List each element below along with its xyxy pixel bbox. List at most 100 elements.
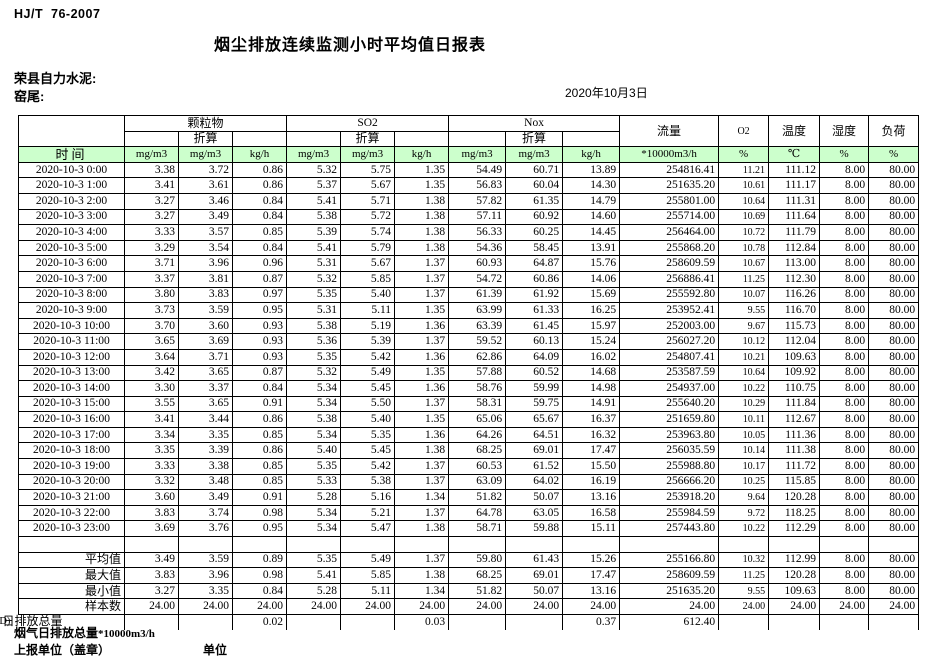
data-cell-8: 60.92 [505,208,564,226]
data-cell-9: 14.91 [562,395,621,413]
daily-total-nox-raw [448,614,507,630]
data-cell-10: 254807.41 [619,348,720,366]
data-cell-4: 5.32 [286,270,342,288]
data-cell-13: 8.00 [819,489,870,506]
data-cell-2: 3.60 [178,317,233,335]
data-cell-2: 3.69 [178,333,233,350]
data-cell-1: 3.27 [124,192,179,210]
summary-row: 最大值 3.83 3.96 0.98 5.41 5.85 1.38 68.25 69.01 17.… [18,567,920,584]
data-cell-11: 10.07 [718,286,770,304]
data-cell-10: 256886.41 [619,270,720,288]
header-unit-o2: % [718,146,770,163]
data-cell-6: 1.38 [394,239,450,257]
data-cell-1: 3.33 [124,224,179,241]
header-so2-converted: 折算 [340,130,396,148]
data-cell-9: 15.76 [562,255,621,272]
data-cell-2: 3.46 [178,192,233,210]
data-cell-3: 0.85 [231,426,288,444]
data-cell-4: 5.31 [286,255,342,272]
data-cell-7: 62.86 [448,348,507,366]
table-row: 2020-10-3 21:00 3.60 3.49 0.91 5.28 5.16 1.34 5… [18,489,920,506]
data-cell-7: 56.33 [448,224,507,241]
header-pm-mass-blank [231,130,288,148]
data-cell-5: 5.39 [340,333,396,350]
summary-cell-7: 51.82 [448,582,507,600]
data-cell-5: 5.42 [340,348,396,366]
data-cell-5: 5.11 [340,302,396,319]
data-cell-6: 1.37 [394,255,450,272]
data-cell-7: 68.25 [448,442,507,460]
data-cell-8: 61.52 [505,458,564,475]
header-pm-converted: 折算 [178,130,233,148]
data-cell-11: 10.05 [718,426,770,444]
data-cell-4: 5.35 [286,348,342,366]
table-body: 2020-10-3 0:00 3.38 3.72 0.86 5.32 5.75 1.35 54… [0,161,920,630]
data-cell-9: 16.37 [562,411,621,428]
table-row: 2020-10-3 2:00 3.27 3.46 0.84 5.41 5.71 1.38 57… [18,192,920,210]
data-cell-4: 5.31 [286,302,342,319]
data-cell-12: 112.29 [768,520,821,538]
data-cell-9: 14.60 [562,208,621,226]
data-cell-9: 14.06 [562,270,621,288]
data-cell-6: 1.38 [394,208,450,226]
data-cell-14: 80.00 [868,442,920,460]
data-cell-1: 3.55 [124,395,179,413]
data-cell-6: 1.36 [394,348,450,366]
summary-cell-2: 3.35 [178,582,233,600]
footer-reporting-unit: 上报单位（盖章） [14,643,111,657]
daily-total-nox-converted [505,614,564,630]
data-cell-4: 5.34 [286,380,342,397]
data-cell-7: 63.39 [448,317,507,335]
data-cell-11: 10.12 [718,333,770,350]
data-cell-13: 8.00 [819,161,870,179]
data-cell-0: 2020-10-3 9:00 [18,302,125,319]
data-cell-8: 60.86 [505,270,564,288]
table-row: 2020-10-3 23:00 3.69 3.76 0.95 5.34 5.47 1.38 5… [18,520,920,538]
data-cell-8: 64.02 [505,473,564,491]
data-cell-6: 1.37 [394,286,450,304]
data-cell-14: 80.00 [868,411,920,428]
data-cell-7: 58.71 [448,520,507,538]
data-cell-9: 13.91 [562,239,621,257]
data-cell-3: 0.95 [231,302,288,319]
data-cell-0: 2020-10-3 4:00 [18,224,125,241]
data-cell-1: 3.73 [124,302,179,319]
header-unit-so2-mass: kg/h [394,146,450,163]
spacer-cell [619,536,720,553]
summary-cell-7: 59.80 [448,551,507,569]
summary-cell-1: 3.27 [124,582,179,600]
data-cell-14: 80.00 [868,192,920,210]
data-cell-3: 0.97 [231,286,288,304]
summary-label: 最大值 [18,567,125,584]
table-row: 2020-10-3 16:00 3.41 3.44 0.86 5.38 5.40 1.35 6… [18,411,920,428]
data-cell-4: 5.34 [286,504,342,522]
data-cell-9: 14.98 [562,380,621,397]
data-cell-5: 5.16 [340,489,396,506]
spacer-cell [178,536,233,553]
data-cell-2: 3.54 [178,239,233,257]
daily-total-load [868,614,920,630]
header-unit-pm-converted: mg/m3 [178,146,233,163]
data-cell-12: 111.17 [768,177,821,194]
data-cell-14: 80.00 [868,364,920,382]
data-cell-9: 16.02 [562,348,621,366]
summary-cell-6: 1.34 [394,582,450,600]
data-cell-2: 3.49 [178,489,233,506]
data-cell-14: 80.00 [868,348,920,366]
data-cell-12: 120.28 [768,489,821,506]
data-cell-12: 115.73 [768,317,821,335]
data-cell-8: 61.45 [505,317,564,335]
spacer-cell [231,536,288,553]
spacer-cell [394,536,450,553]
data-cell-0: 2020-10-3 21:00 [18,489,125,506]
data-cell-7: 58.31 [448,395,507,413]
header-so2-mass-blank [394,130,450,148]
header-group-o2: O2 [718,114,770,148]
data-cell-5: 5.42 [340,458,396,475]
data-cell-12: 111.38 [768,442,821,460]
header-group-pm: 颗粒物 [123,115,288,132]
data-cell-14: 80.00 [868,255,920,272]
data-cell-14: 80.00 [868,317,920,335]
data-cell-9: 16.32 [562,426,621,444]
data-cell-7: 60.93 [448,255,507,272]
